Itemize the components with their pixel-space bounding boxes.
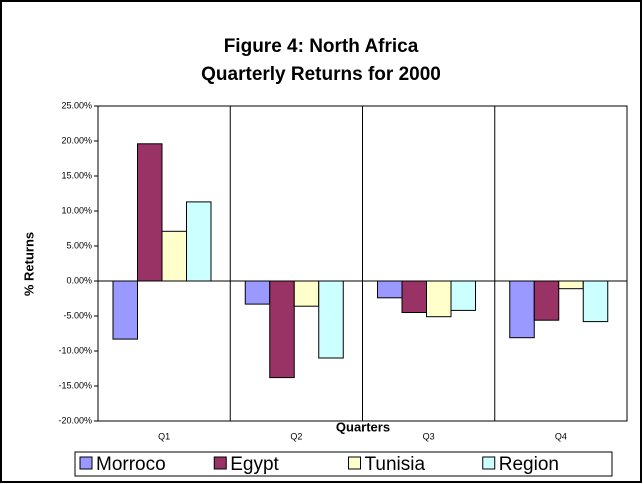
chart-title: Figure 4: North Africa — [224, 36, 419, 57]
bar — [582, 280, 609, 323]
y-tick-label: 0.00% — [66, 275, 92, 285]
x-tick-label: Q3 — [423, 431, 435, 441]
bar — [426, 280, 452, 318]
bar — [161, 230, 187, 282]
y-tick-label: -20.00% — [58, 415, 92, 425]
legend-label: Tunisia — [365, 454, 426, 475]
legend-label: Egypt — [230, 454, 279, 475]
legend — [74, 451, 613, 477]
bar — [112, 280, 138, 340]
bar — [450, 280, 476, 311]
y-axis-label: % Returns — [21, 232, 36, 296]
chart-subtitle: Quarterly Returns for 2000 — [201, 64, 441, 85]
bar — [293, 280, 320, 307]
x-tick-label: Q2 — [290, 431, 302, 441]
y-tick-label: 15.00% — [61, 170, 92, 180]
y-tick-label: 20.00% — [61, 135, 92, 145]
y-tick-label: -15.00% — [58, 380, 92, 390]
legend-label: Region — [499, 454, 559, 475]
legend-swatch — [79, 456, 93, 470]
y-tick-label: 5.00% — [66, 240, 92, 250]
bar — [244, 280, 271, 305]
bar — [318, 280, 344, 359]
y-tick-label: -10.00% — [58, 345, 92, 355]
bar — [137, 143, 163, 282]
legend-swatch — [213, 456, 227, 470]
x-tick-label: Q1 — [158, 431, 170, 441]
bar — [509, 280, 535, 339]
bar — [401, 280, 427, 313]
legend-swatch — [348, 456, 361, 470]
x-axis-label: Quarters — [336, 419, 390, 434]
bar — [269, 280, 295, 379]
bar — [533, 280, 560, 321]
bar — [558, 280, 584, 290]
legend-swatch — [482, 456, 496, 470]
y-tick-label: 10.00% — [61, 205, 92, 215]
bar — [186, 201, 212, 282]
y-tick-label: 25.00% — [61, 100, 92, 110]
x-tick-label: Q4 — [555, 431, 567, 441]
bar — [377, 280, 403, 299]
y-tick-label: -5.00% — [63, 310, 92, 320]
legend-label: Morroco — [96, 454, 166, 475]
